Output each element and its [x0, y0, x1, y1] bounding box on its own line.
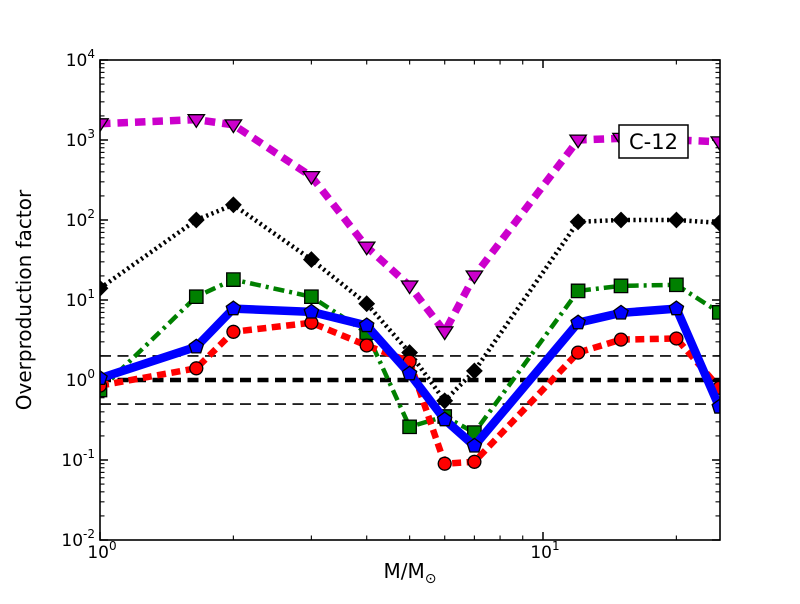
- pentagon-marker: [466, 437, 483, 453]
- diamond-marker: [358, 295, 376, 313]
- diamond-marker: [569, 213, 587, 231]
- y-tick-label: 10-1: [61, 447, 95, 471]
- square-marker: [613, 278, 629, 294]
- circle-marker: [570, 345, 586, 360]
- pentagon-marker: [225, 300, 242, 316]
- pentagon-marker: [401, 365, 418, 381]
- circle-marker: [467, 454, 482, 469]
- series-line-black-dotted-diamonds: [100, 202, 720, 404]
- y-tick-label: 100: [66, 367, 95, 391]
- pentagon-marker: [613, 304, 629, 320]
- triangle-down-marker: [302, 170, 321, 186]
- pentagon-marker: [436, 411, 453, 427]
- y-tick-label: 101: [66, 287, 95, 311]
- y-tick-label: 103: [66, 127, 95, 151]
- square-marker: [402, 419, 417, 435]
- triangle-down-marker: [400, 280, 419, 295]
- diamond-marker: [224, 196, 242, 214]
- annotation-text: C-12: [629, 130, 678, 154]
- triangle-down-marker: [224, 119, 243, 134]
- diamond-marker: [187, 211, 205, 229]
- x-axis-label: M/M⊙: [384, 559, 437, 587]
- square-marker: [304, 289, 319, 305]
- triangle-down-marker: [465, 270, 484, 285]
- x-tick-label: 101: [530, 539, 559, 563]
- annotation-box: C-12: [618, 124, 689, 159]
- diamond-marker: [100, 279, 109, 297]
- axes-frame: [99, 59, 721, 541]
- triangle-down-marker: [435, 326, 455, 341]
- y-tick-label: 10-2: [61, 527, 95, 551]
- pentagon-marker: [188, 338, 205, 354]
- square-marker: [669, 277, 684, 293]
- x-tick-label: 100: [87, 539, 116, 563]
- pentagon-marker: [570, 314, 586, 330]
- pentagon-marker: [100, 369, 108, 386]
- annotation-border: [618, 124, 689, 159]
- square-marker: [226, 272, 241, 287]
- triangle-down-marker: [357, 241, 377, 256]
- circle-marker: [613, 332, 629, 347]
- diamond-marker: [612, 211, 630, 229]
- square-marker: [188, 289, 204, 305]
- plot-area: [100, 114, 720, 471]
- y-tick-label: 102: [66, 207, 95, 231]
- circle-marker: [226, 324, 241, 339]
- diamond-marker: [465, 362, 483, 380]
- diamond-marker: [436, 392, 454, 410]
- square-marker: [711, 305, 720, 320]
- series-markers-black-dotted-diamonds: [100, 196, 720, 410]
- triangle-down-marker: [568, 134, 588, 149]
- pentagon-marker: [358, 317, 375, 333]
- y-axis-label: Overproduction factor: [12, 189, 36, 410]
- pentagon-marker: [668, 300, 685, 316]
- circle-marker: [189, 361, 204, 376]
- circle-marker: [669, 331, 684, 346]
- diamond-marker: [302, 251, 320, 269]
- diamond-marker: [667, 211, 685, 229]
- triangle-down-marker: [186, 114, 206, 129]
- circle-marker: [437, 456, 452, 471]
- pentagon-marker: [303, 303, 320, 319]
- y-tick-label: 104: [66, 47, 95, 71]
- series-markers-blue-solid-pentagons: [100, 300, 720, 453]
- circle-marker: [359, 338, 374, 353]
- triangle-down-marker: [100, 118, 110, 133]
- square-marker: [570, 283, 586, 299]
- series-line-blue-solid-pentagons: [100, 304, 720, 451]
